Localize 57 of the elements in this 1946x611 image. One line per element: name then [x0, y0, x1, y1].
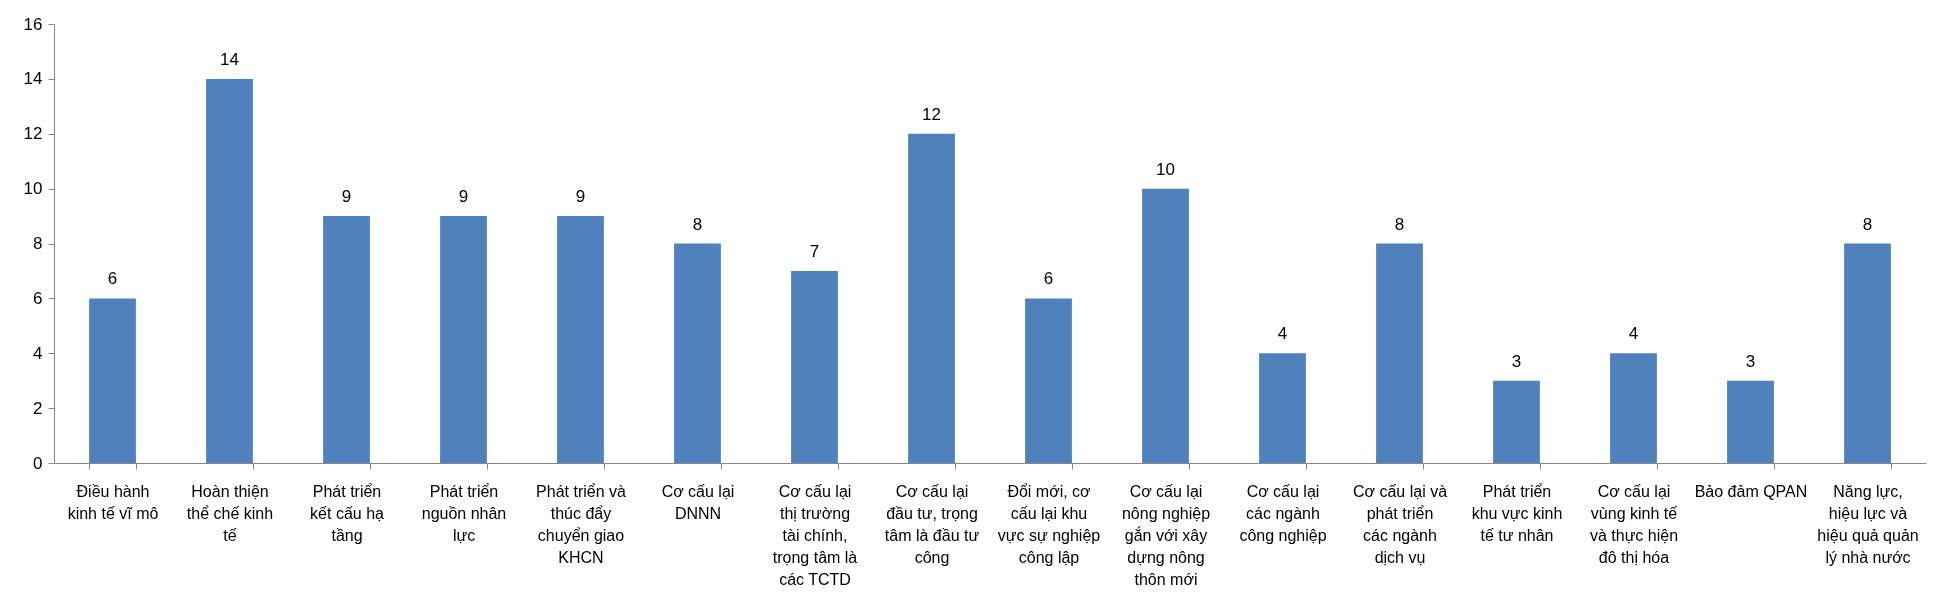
- bar: [323, 216, 370, 463]
- bar: [206, 78, 253, 463]
- data-label: 3: [1745, 351, 1756, 371]
- bar: [791, 270, 838, 463]
- x-tick-label: Phát triển khu vực kinh tế tư nhân: [1471, 482, 1563, 544]
- data-label: 14: [220, 49, 239, 69]
- bar: [1142, 188, 1189, 463]
- y-tick-label: 12: [23, 124, 43, 144]
- bar: [1610, 353, 1657, 463]
- data-label: 10: [1156, 159, 1175, 179]
- y-tick-label: 6: [33, 288, 43, 308]
- y-tick-label: 10: [23, 179, 43, 199]
- x-tick-label: Đổi mới, cơ cấu lại khu vực sự nghiệp công lập: [997, 482, 1101, 566]
- bar: [557, 216, 604, 463]
- bar: [1727, 380, 1774, 463]
- data-label: 8: [1394, 214, 1405, 234]
- data-label: 8: [1862, 214, 1873, 234]
- x-tick-label: Cơ cấu lại thị trường tài chính, trọng tâm là các TCTD: [772, 482, 858, 588]
- bar: [1259, 353, 1306, 463]
- data-label: 12: [922, 104, 941, 124]
- x-tick-label: Phát triển kết cấu hạ tầng: [310, 482, 385, 544]
- bar: [674, 243, 721, 463]
- x-tick-label: Cơ cấu lại các ngành công nghiệp: [1239, 482, 1327, 544]
- bar: [1376, 243, 1423, 463]
- x-tick-label: Cơ cấu lại nông nghiệp gắn với xây dựng nông thôn mới: [1121, 482, 1211, 588]
- data-label: 4: [1277, 324, 1288, 344]
- data-label: 7: [809, 241, 820, 261]
- x-tick-label: Cơ cấu lại đầu tư, trọng tâm là đầu tư công: [884, 482, 980, 566]
- data-label: 9: [341, 187, 352, 207]
- data-label: 4: [1628, 324, 1639, 344]
- y-tick-label: 4: [33, 343, 43, 363]
- x-tick-label: Cơ cấu lại vùng kinh tế và thực hiện đô thị hóa: [1589, 482, 1679, 566]
- y-tick-label: 2: [33, 398, 43, 418]
- bar: [1493, 380, 1540, 463]
- y-tick-label: 16: [23, 14, 43, 34]
- bar: [1844, 243, 1891, 463]
- x-tick-label: Cơ cấu lại DNNN: [661, 482, 735, 522]
- bar: [89, 298, 136, 463]
- x-tick-label: Phát triển và thúc đẩy chuyển giao KHCN: [536, 482, 627, 566]
- x-tick-label: Cơ cấu lại và phát triển các ngành dịch vụ: [1352, 482, 1448, 566]
- y-tick-label: 0: [33, 453, 43, 473]
- bar: [908, 133, 955, 463]
- data-label: 6: [1043, 269, 1054, 289]
- data-label: 9: [458, 187, 469, 207]
- y-tick-label: 14: [23, 69, 43, 89]
- x-tick-label: Năng lực, hiệu lực và hiệu quả quản lý nhà nước: [1817, 482, 1919, 566]
- x-tick-label: Hoàn thiện thể chế kinh tế: [186, 482, 274, 544]
- bar: [440, 216, 487, 463]
- data-label: 3: [1511, 351, 1522, 371]
- data-label: 8: [692, 214, 703, 234]
- data-label: 6: [107, 269, 118, 289]
- y-tick-label: 8: [33, 234, 43, 253]
- x-tick-label: Điều hành kinh tế vĩ mô: [67, 482, 159, 522]
- data-label: 9: [575, 187, 586, 207]
- bar: [1025, 298, 1072, 463]
- x-tick-label: Bảo đảm QPAN: [1694, 482, 1808, 500]
- x-tick-label: Phát triển nguồn nhân lực: [421, 482, 507, 544]
